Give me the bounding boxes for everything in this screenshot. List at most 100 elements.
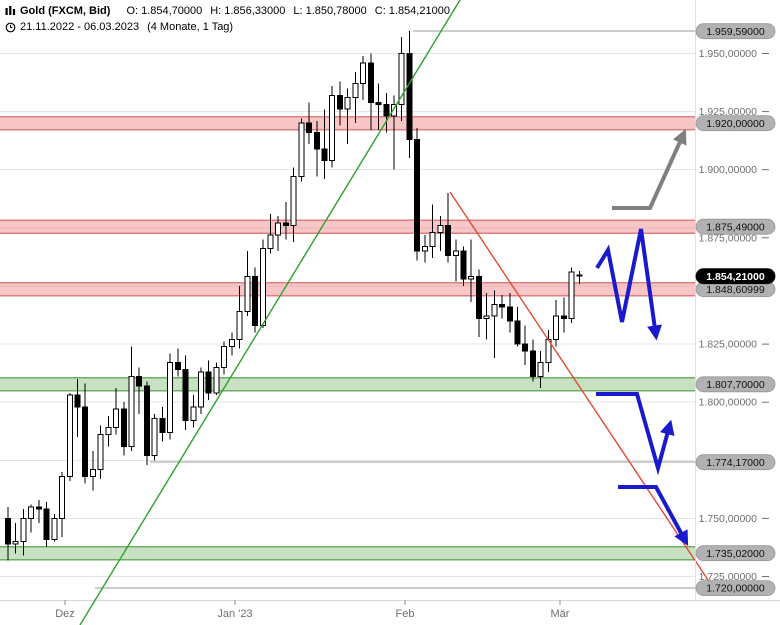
candle-down [252,276,258,326]
interval-info: (4 Monate, 1 Tag) [147,21,234,33]
blue-breakdown-projection-arrow[interactable] [618,485,689,546]
candle-down [475,276,482,319]
candle-up [468,276,475,280]
candle-up [491,304,498,317]
candle-up [28,506,35,519]
zone-price-badge [695,545,776,562]
candle-up [12,541,19,545]
y-axis-label: 1.750,00000 [699,513,758,525]
candlestick-icon [5,5,16,17]
x-axis-label: Dez [55,608,75,620]
descending-resistance-trendline[interactable] [449,191,717,593]
candle-down [499,304,506,308]
high-value: 1.856,33000 [224,5,286,17]
candle-down [144,385,150,457]
resistance-zone[interactable] [0,220,695,234]
candle-up [244,276,251,313]
zones-layer [0,30,695,589]
candle-up [553,315,560,340]
price-level-badge [695,580,776,596]
price-level-badge [695,23,776,40]
blue-pullback-projection-arrow[interactable] [596,392,675,476]
ascending-support-trendline[interactable] [79,0,461,625]
candle-up [568,271,575,319]
candle-down [120,408,127,447]
candle-up [398,53,405,106]
candle-down [313,132,320,150]
y-axis-label: 1.925,00000 [699,106,758,118]
zone-price-badge-label: 1.735,02000 [706,548,765,560]
support-zone[interactable] [0,546,695,560]
current-price-badge [695,268,776,285]
range-row: 21.11.2022 - 06.03.2023 (4 Monate, 1 Tag… [5,19,450,35]
x-axis-label: Mär [551,608,570,620]
resistance-zone[interactable] [0,282,695,296]
candle-down [159,417,166,433]
candle-down [306,122,313,133]
price-level-badge [695,454,776,471]
candle-down [43,508,50,540]
candle-down [445,225,451,257]
candle-down [337,94,343,110]
low-value: 1.850,78000 [305,5,367,17]
price-level-badge-label: 1.774,17000 [706,457,765,469]
candle-down [576,274,583,277]
zone-price-badge-label: 1.807,70000 [706,379,765,391]
y-axis-label: 1.800,00000 [699,397,758,409]
candle-up [213,366,220,394]
candle-down [82,406,89,477]
candle-down [522,343,529,352]
candle-up [352,83,359,99]
price-level-badge-label: 1.959,59000 [706,26,765,38]
x-axis-label: Jan '23 [217,608,252,620]
close-label: C: [374,5,386,17]
blue-zigzag-projection-arrow[interactable] [595,228,662,341]
instrument-title: Gold (FXCM, Bid) [20,5,111,17]
gray-upside-projection-arrow[interactable] [612,128,687,210]
candle-up [97,434,104,471]
candle-up [298,122,305,178]
candle-up [267,234,274,250]
candle-down [383,104,390,117]
candle-up [429,232,436,247]
candle-up [437,225,444,233]
candle-up [105,427,112,436]
zone-price-badge-label: 1.848,60999 [706,284,765,296]
chart-header: Gold (FXCM, Bid) O: 1.854,70000 H: 1.856… [5,3,450,35]
clock-icon [5,22,16,33]
candle-up [275,222,282,236]
candle-down [205,371,212,394]
y-axis-label: 1.725,00000 [699,571,758,583]
candle-up [198,371,204,408]
zone-price-badge [695,218,776,235]
candle-up [128,376,135,447]
candle-up [483,315,490,320]
candle-down [5,517,11,545]
zone-price-badge [695,376,776,393]
candle-down [560,315,567,320]
candle-up [537,362,544,378]
open-value: 1.854,70000 [141,5,203,17]
candle-down [282,222,289,226]
candle-up [113,408,120,429]
candle-up [66,394,73,478]
candle-up [89,469,96,478]
x-axis-label: Feb [396,608,415,620]
price-axis: 1.950,00000 1.925,00000 1.900,00000 1.875,0… [695,0,776,600]
candle-down [406,53,413,140]
candle-up [344,97,351,110]
grid-layer: Dez Jan '23 Feb Mär [0,53,780,620]
low-label: L: [293,5,303,17]
zone-price-badge-label: 1.920,00000 [706,118,765,130]
candle-up [452,250,459,257]
candle-down [182,369,189,422]
candle-down [74,394,81,408]
candle-up [360,62,367,85]
candle-down [35,506,42,510]
instrument-row: Gold (FXCM, Bid) O: 1.854,70000 H: 1.856… [5,3,450,19]
y-axis-label: 1.875,00000 [699,232,758,244]
candle-down [367,62,374,103]
support-zone[interactable] [0,377,695,391]
